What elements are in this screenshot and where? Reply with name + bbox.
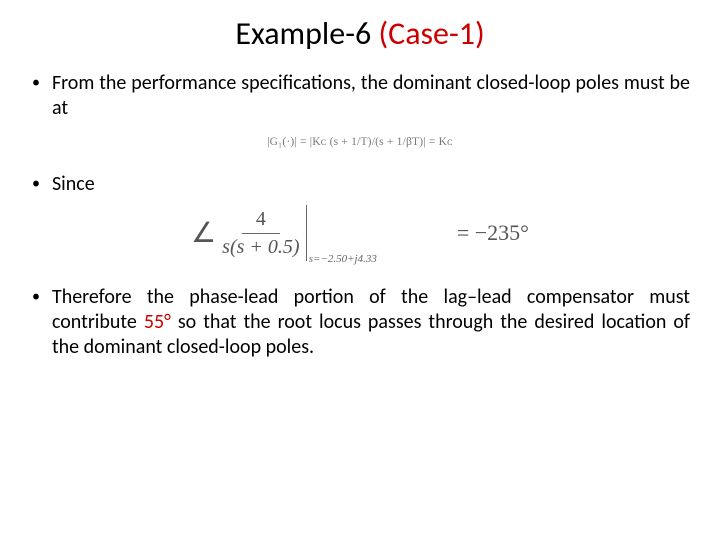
bullet-1-text: From the performance specifications, the…: [52, 71, 690, 121]
equation-2-fraction: 4 s(s + 0.5): [222, 208, 299, 259]
title-main: Example-6: [235, 14, 378, 53]
equation-1-text: |G₁(·)| = |Kᴄ (s + 1/T)/(s + 1/βT)| = Kᴄ: [267, 136, 453, 148]
bullet-1: • From the performance specifications, t…: [30, 71, 690, 121]
eq2-eval-subscript: s=−2.50+j4.33: [309, 253, 377, 265]
bullet-dot-icon: •: [32, 71, 40, 96]
eq2-eval-bar: s=−2.50+j4.33: [304, 205, 377, 261]
bullet-2-text: Since: [52, 172, 690, 197]
vertical-bar-icon: [306, 205, 307, 261]
bullet-dot-icon: •: [32, 285, 40, 310]
eq2-numerator: 4: [242, 208, 280, 234]
eq2-denominator: s(s + 0.5): [222, 234, 299, 259]
bullet-3-text: Therefore the phase-lead portion of the …: [52, 285, 690, 360]
angle-icon: ∠: [191, 216, 216, 250]
title-case: (Case-1): [378, 14, 484, 53]
bullet-3: • Therefore the phase-lead portion of th…: [30, 285, 690, 360]
bullet-3-highlight: 55°: [144, 310, 171, 334]
bullet-dot-icon: •: [32, 172, 40, 197]
equation-1: |G₁(·)| = |Kᴄ (s + 1/T)/(s + 1/βT)| = Kᴄ: [30, 131, 690, 150]
slide-title: Example-6 (Case-1): [30, 14, 690, 53]
equation-2-lhs: ∠ 4 s(s + 0.5) s=−2.50+j4.33: [191, 205, 377, 261]
bullet-2: • Since: [30, 172, 690, 197]
equation-2: ∠ 4 s(s + 0.5) s=−2.50+j4.33 = −235°: [30, 205, 690, 261]
equation-2-rhs: = −235°: [457, 220, 529, 246]
